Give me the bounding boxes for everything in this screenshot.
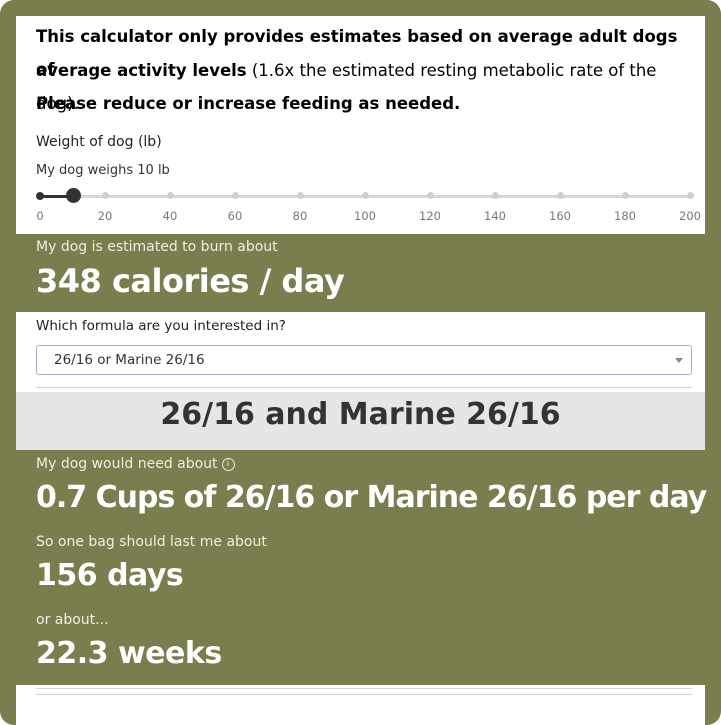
need-value: 0.7 Cups of 26/16 or Marine 26/16 per da… <box>36 480 707 515</box>
info-icon[interactable]: i <box>221 457 235 471</box>
formula-select[interactable]: 26/16 or Marine 26/16 <box>36 345 692 375</box>
section-title-bar <box>16 392 705 450</box>
notice-line-3: Please reduce or increase feeding as nee… <box>36 94 461 113</box>
slider-start-dot <box>36 192 44 200</box>
slider-fill <box>40 195 73 198</box>
slider-tick-dot <box>491 192 499 199</box>
need-label: My dog would need about i <box>36 456 235 472</box>
slider-tick-label: 200 <box>679 209 701 223</box>
slider-tick-label: 0 <box>36 209 44 223</box>
notice-line-2: average activity levels (1.6x the estima… <box>36 61 657 113</box>
weight-readout: My dog weighs 10 lb <box>36 163 170 178</box>
chevron-down-icon[interactable] <box>675 358 683 363</box>
calories-value: 348 calories / day <box>36 262 345 300</box>
footer-card <box>16 685 705 725</box>
slider-tick-label: 80 <box>292 209 308 223</box>
formula-select-value: 26/16 or Marine 26/16 <box>54 352 205 368</box>
divider <box>36 387 692 388</box>
bag-label: So one bag should last me about <box>36 534 267 550</box>
slider-tick-label: 120 <box>419 209 441 223</box>
weight-label: Weight of dog (lb) <box>36 134 162 150</box>
section-title: 26/16 and Marine 26/16 <box>160 397 561 432</box>
calories-label: My dog is estimated to burn about <box>36 239 278 255</box>
slider-tick-dot <box>361 192 369 199</box>
slider-tick-dot <box>296 192 304 199</box>
slider-tick-label: 20 <box>97 209 113 223</box>
notice-line-1: This calculator only provides estimates … <box>36 27 678 79</box>
formula-label: Which formula are you interested in? <box>36 318 286 334</box>
slider-tick-dot <box>231 192 239 199</box>
footer-divider-2 <box>36 694 692 695</box>
need-label-text: My dog would need about <box>36 456 218 472</box>
bag-value: 156 days <box>36 558 184 593</box>
slider-tick-dot <box>166 192 174 199</box>
slider-tick-dot <box>556 192 564 199</box>
slider-tick-label: 60 <box>227 209 243 223</box>
slider-tick-dot <box>686 192 694 199</box>
slider-tick-dot <box>101 192 109 199</box>
slider-tick-label: 140 <box>484 209 506 223</box>
slider-tick-label: 180 <box>614 209 636 223</box>
slider-tick-dot <box>426 192 434 199</box>
slider-tick-label: 100 <box>354 209 376 223</box>
slider-tick-label: 40 <box>162 209 178 223</box>
slider-tick-label: 160 <box>549 209 571 223</box>
slider-tick-dot <box>621 192 629 199</box>
or-label: or about... <box>36 612 109 628</box>
footer-divider-1 <box>36 688 692 689</box>
weeks-value: 22.3 weeks <box>36 636 222 671</box>
slider-handle[interactable] <box>65 188 81 203</box>
